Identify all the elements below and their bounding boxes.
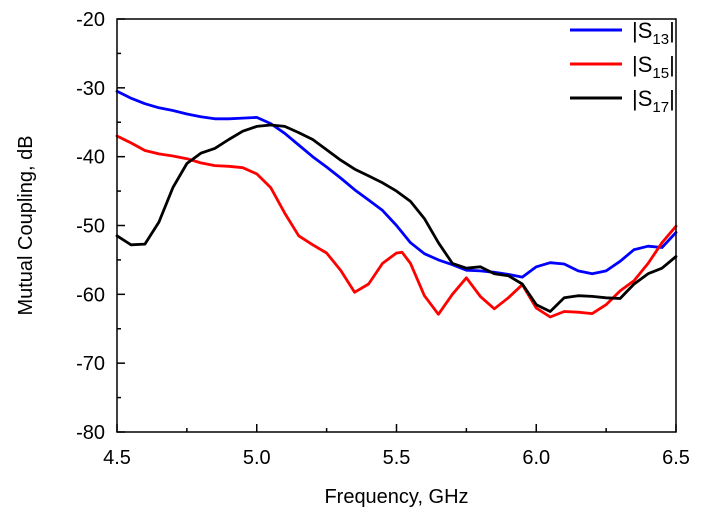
legend-label-15: |S15| <box>632 52 675 82</box>
x-tick-label: 5.0 <box>243 447 271 469</box>
y-tick-label: -40 <box>76 147 105 169</box>
x-tick-label: 6.5 <box>662 447 690 469</box>
legend: |S13| |S15| |S17| <box>570 18 675 116</box>
plot-frame <box>116 18 677 433</box>
y-tick-label: -30 <box>76 78 105 100</box>
series-line-15 <box>115 134 678 319</box>
x-tick-label: 4.5 <box>103 447 131 469</box>
plot-series <box>115 89 678 319</box>
y-tick-label: -70 <box>76 353 105 375</box>
legend-label-13: |S13| <box>632 18 675 48</box>
series-line-13 <box>115 89 678 279</box>
x-tick-label: 6.0 <box>522 447 550 469</box>
y-tick-label: -50 <box>76 216 105 238</box>
y-tick-label: -80 <box>76 422 105 444</box>
series-line-17 <box>115 123 678 313</box>
y-tick-label: -20 <box>76 9 105 31</box>
y-axis-label: Mutual Coupling, dB <box>15 135 37 315</box>
legend-label-17: |S17| <box>632 86 675 116</box>
x-axis-label: Frequency, GHz <box>324 486 468 508</box>
y-tick-label: -60 <box>76 284 105 306</box>
tick-labels: 4.5 5.0 5.5 6.0 6.5 -20 -30 -40 -50 -60 -70 -80 <box>76 9 690 469</box>
x-tick-label: 5.5 <box>383 447 411 469</box>
